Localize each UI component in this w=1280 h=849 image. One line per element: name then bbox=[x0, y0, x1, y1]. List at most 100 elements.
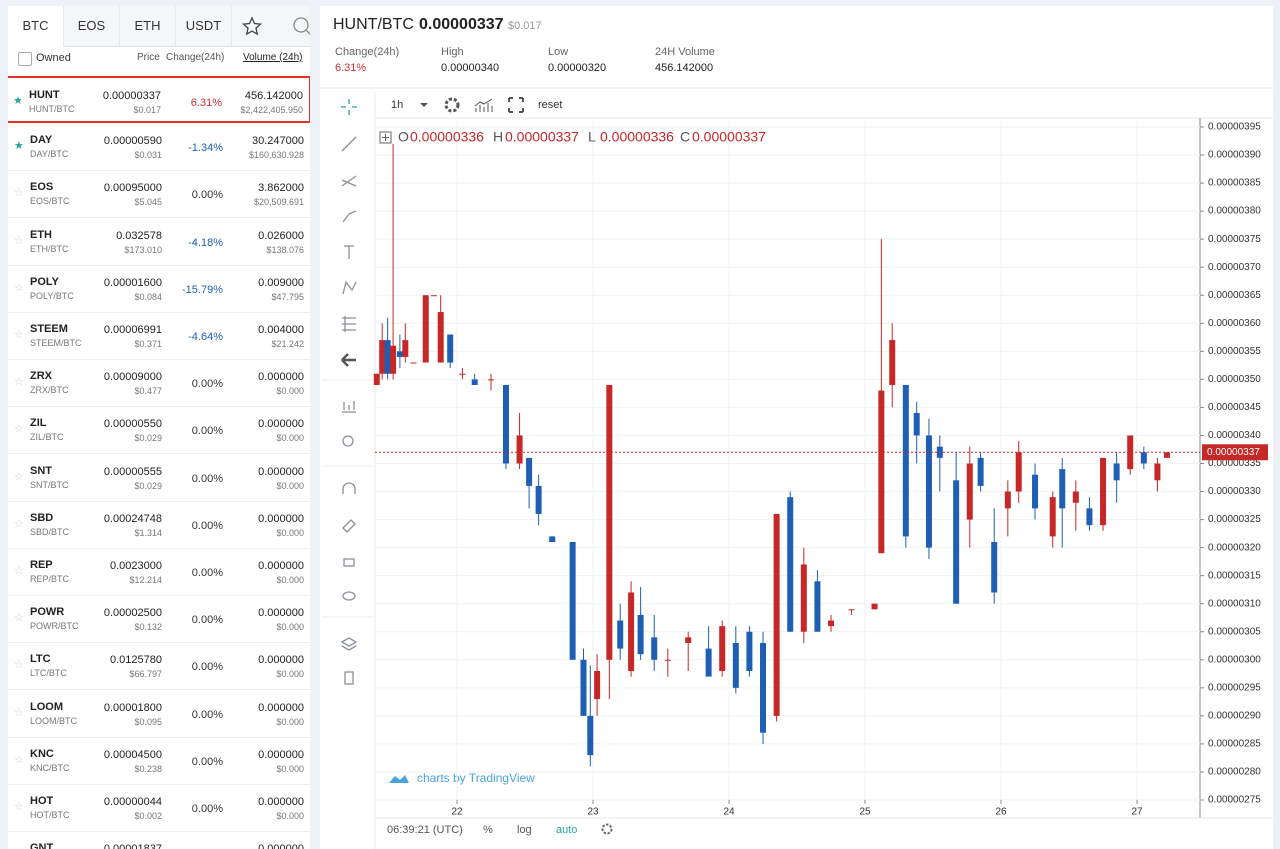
tab[interactable]: EOS bbox=[64, 6, 120, 47]
hide-tools[interactable] bbox=[341, 353, 356, 367]
visibility-tool[interactable] bbox=[342, 591, 356, 601]
candle-body bbox=[594, 671, 601, 700]
market-row[interactable]: ☆ ETH ETH/BTC 0.032578 $173.010 -4.18% 0.02600… bbox=[8, 218, 310, 266]
zoom-tool[interactable] bbox=[342, 401, 356, 413]
search-tab[interactable] bbox=[284, 6, 310, 47]
price: 0.0125780 bbox=[110, 654, 162, 667]
reset-button[interactable]: reset bbox=[538, 99, 562, 111]
candle-body bbox=[1113, 463, 1120, 481]
y-tick-label: 0.00000310 bbox=[1208, 598, 1261, 609]
favorite-star[interactable]: ☆ bbox=[14, 470, 24, 483]
measure-tool[interactable] bbox=[342, 316, 356, 332]
price-usd: $173.010 bbox=[124, 244, 162, 255]
pair: EOS/BTC bbox=[30, 196, 70, 207]
favorite-star[interactable]: ☆ bbox=[14, 234, 24, 247]
favorite-star[interactable]: ☆ bbox=[14, 612, 24, 625]
volume: 0.004000 bbox=[258, 324, 304, 336]
symbol: GNT bbox=[30, 842, 54, 849]
delete-tool[interactable] bbox=[344, 671, 354, 685]
owned-checkbox[interactable] bbox=[18, 52, 32, 66]
candle-body bbox=[1072, 491, 1079, 503]
text-tool[interactable] bbox=[344, 245, 354, 259]
change-header[interactable]: Change(24h) bbox=[166, 52, 225, 63]
legend-key: L bbox=[588, 129, 596, 145]
magnet-tool[interactable] bbox=[342, 482, 356, 494]
candle-body bbox=[502, 384, 509, 464]
volume: 0.000000 bbox=[258, 748, 304, 761]
market-row[interactable]: ★ HUNT HUNT/BTC 0.00000337 $0.017 6.31% 456.14… bbox=[8, 76, 310, 123]
symbol: HUNT bbox=[29, 89, 60, 101]
market-row[interactable]: ☆ REP REP/BTC 0.0023000 $12.214 0.00% 0.000000… bbox=[8, 548, 310, 596]
market-row[interactable]: ☆ SNT SNT/BTC 0.00000555 $0.029 0.00% 0.000000… bbox=[8, 454, 310, 502]
volume-usd: $0.000 bbox=[276, 811, 304, 821]
market-row[interactable]: ★ DAY DAY/BTC 0.00000590 $0.031 -1.34% 30.2470… bbox=[8, 123, 310, 172]
favorite-star[interactable]: ☆ bbox=[14, 281, 24, 294]
market-row[interactable]: ☆ POLY POLY/BTC 0.00001600 $0.084 -15.79% 0.00… bbox=[8, 265, 310, 313]
favorite-star[interactable]: ☆ bbox=[14, 659, 24, 672]
favorite-star[interactable]: ☆ bbox=[14, 753, 24, 766]
favorite-star[interactable]: ☆ bbox=[14, 187, 24, 200]
dropdown-icon[interactable] bbox=[420, 103, 428, 107]
market-row[interactable]: ☆ KNC KNC/BTC 0.00004500 $0.238 0.00% 0.000000… bbox=[8, 737, 310, 785]
favorite-star[interactable]: ☆ bbox=[14, 517, 24, 530]
market-row[interactable]: ☆ STEEM STEEM/BTC 0.00006991 $0.371 -4.64% 0.0… bbox=[8, 312, 310, 360]
footer-settings[interactable] bbox=[601, 823, 613, 835]
auto-toggle[interactable]: auto bbox=[556, 824, 577, 836]
favorite-star[interactable]: ☆ bbox=[14, 801, 24, 813]
interval[interactable]: 1h bbox=[391, 99, 403, 111]
price: 0.00000550 bbox=[103, 418, 162, 431]
volume-header[interactable]: Volume (24h) bbox=[243, 52, 303, 63]
favorites-tab[interactable] bbox=[232, 6, 285, 47]
pattern-tool[interactable] bbox=[342, 280, 357, 295]
brush-tool[interactable] bbox=[342, 210, 357, 223]
symbol: POLY bbox=[30, 275, 59, 288]
log-toggle[interactable]: log bbox=[517, 824, 532, 836]
layers-tool[interactable] bbox=[340, 637, 358, 651]
price: 0.00000590 bbox=[103, 135, 162, 148]
market-row[interactable]: ☆GNT0.000018370.00%0.000000 bbox=[8, 831, 310, 849]
market-row[interactable]: ☆ ZRX ZRX/BTC 0.00009000 $0.477 0.00% 0.000000… bbox=[8, 359, 310, 408]
symbol: HOT bbox=[30, 795, 54, 807]
lock-tool[interactable] bbox=[343, 558, 355, 567]
favorite-star[interactable]: ☆ bbox=[14, 706, 24, 719]
volume-usd: $138.076 bbox=[266, 244, 304, 255]
market-row[interactable]: ☆ HOT HOT/BTC 0.00000044 $0.002 0.00% 0.000000… bbox=[8, 784, 310, 832]
market-row[interactable]: ☆ SBD SBD/BTC 0.00024748 $1.314 0.00% 0.000000… bbox=[8, 501, 310, 549]
price: 0.032578 bbox=[116, 229, 162, 242]
line-tool[interactable] bbox=[341, 136, 357, 152]
pair: ZRX/BTC bbox=[30, 385, 69, 396]
crosshair-tool[interactable] bbox=[341, 99, 357, 115]
price-header[interactable]: Price bbox=[137, 52, 160, 63]
candle-body bbox=[447, 334, 454, 363]
market-row[interactable]: ☆ ZIL ZIL/BTC 0.00000550 $0.029 0.00% 0.000000… bbox=[8, 406, 310, 455]
indicators-icon[interactable] bbox=[474, 98, 493, 112]
volume-usd: $0.000 bbox=[276, 763, 304, 774]
favorite-star[interactable]: ☆ bbox=[14, 329, 24, 341]
favorite-star[interactable]: ☆ bbox=[14, 376, 24, 389]
tab[interactable]: BTC bbox=[8, 6, 64, 47]
market-row[interactable]: ☆ EOS EOS/BTC 0.00095000 $5.045 0.00% 3.862000… bbox=[8, 170, 310, 219]
candle-body bbox=[773, 513, 780, 716]
market-row[interactable]: ☆ LTC LTC/BTC 0.0125780 $66.797 0.00% 0.000000… bbox=[8, 642, 310, 691]
favorite-star[interactable]: ☆ bbox=[14, 565, 24, 577]
percent-toggle[interactable]: % bbox=[483, 824, 493, 836]
market-row[interactable]: ☆ LOOM LOOM/BTC 0.00001800 $0.095 0.00% 0.0000… bbox=[8, 690, 310, 738]
candle-body bbox=[1140, 452, 1147, 464]
favorite-star[interactable]: ☆ bbox=[14, 423, 24, 436]
fib-tool[interactable] bbox=[341, 175, 357, 187]
price: 0.00000337 bbox=[102, 90, 161, 102]
legend-toggle[interactable] bbox=[379, 131, 392, 144]
magnify-tool[interactable] bbox=[342, 435, 354, 447]
lock-draw-tool[interactable] bbox=[342, 519, 356, 533]
favorite-star[interactable]: ★ bbox=[14, 140, 24, 153]
market-row[interactable]: ☆ POWR POWR/BTC 0.00002500 $0.132 0.00% 0.0000… bbox=[8, 595, 310, 644]
tab[interactable]: USDT bbox=[176, 6, 232, 47]
candle-body bbox=[471, 379, 478, 385]
price: 0.00000044 bbox=[103, 796, 162, 808]
tab[interactable]: ETH bbox=[120, 6, 176, 47]
candle-body bbox=[732, 642, 739, 688]
fullscreen-icon[interactable] bbox=[508, 97, 524, 113]
settings-icon[interactable] bbox=[444, 97, 460, 113]
volume-usd: $47.795 bbox=[271, 291, 304, 302]
favorite-star[interactable]: ★ bbox=[13, 95, 23, 107]
